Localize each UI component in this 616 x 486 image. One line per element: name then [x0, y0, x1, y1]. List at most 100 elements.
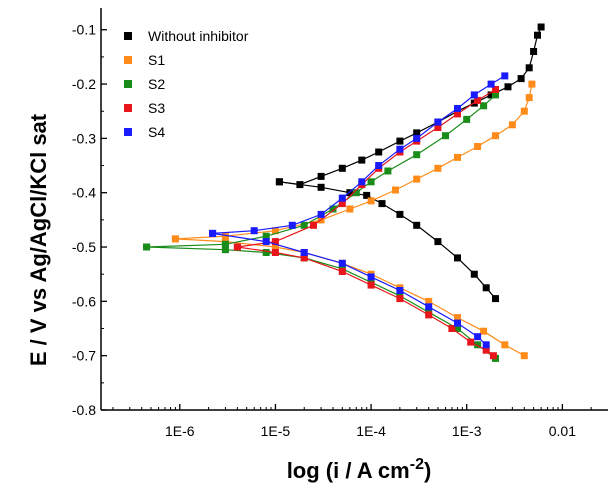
data-point	[530, 48, 538, 55]
data-point	[209, 229, 217, 237]
y-tick-label: -0.1	[72, 22, 96, 38]
series-line-cathodic	[175, 238, 525, 357]
data-point	[425, 297, 433, 305]
data-point	[396, 295, 404, 303]
data-point	[271, 249, 279, 256]
data-point	[375, 162, 383, 169]
y-tick-label: -0.5	[72, 239, 96, 255]
data-point	[233, 243, 241, 251]
legend-label: S4	[148, 124, 165, 140]
data-point	[375, 148, 383, 156]
data-point	[448, 325, 456, 332]
y-axis-title: E / V vs Ag/AgCl/KCl sat	[26, 113, 51, 366]
data-point	[517, 75, 525, 83]
data-point	[275, 178, 283, 186]
data-point	[454, 319, 461, 327]
data-point	[338, 200, 346, 208]
data-point	[392, 186, 399, 194]
data-point	[338, 259, 346, 267]
data-point	[454, 153, 461, 161]
series-line-anodic	[175, 83, 533, 240]
data-point	[508, 121, 516, 129]
data-point	[434, 124, 442, 131]
data-point	[501, 72, 509, 80]
data-point	[363, 191, 371, 199]
data-point	[482, 346, 490, 354]
legend-swatch	[124, 56, 132, 64]
data-point	[396, 145, 404, 153]
data-point	[338, 164, 346, 172]
legend-label: S1	[148, 52, 165, 68]
x-axis-title-exponent: -2	[410, 456, 424, 473]
x-axis-title: log (i / A cm-2)	[287, 456, 432, 483]
data-point	[480, 102, 488, 110]
legend-swatch	[124, 80, 132, 88]
data-point	[329, 205, 337, 213]
data-point	[463, 115, 471, 123]
data-point	[413, 151, 421, 159]
data-point	[525, 94, 533, 102]
data-point	[346, 189, 354, 197]
data-point	[338, 268, 346, 275]
data-point	[474, 341, 482, 349]
legend-item-0: Without inhibitor	[124, 28, 249, 44]
data-point	[442, 132, 449, 140]
data-point	[338, 194, 346, 202]
axes-layer: -0.8 -0.7 -0.6 -0.5 -0.4 -0.3 -0.2 -0.1 1E-6 1E-5…	[72, 8, 608, 439]
y-tick-label: -0.2	[72, 76, 96, 92]
data-point	[454, 325, 461, 332]
data-point	[300, 254, 308, 262]
data-point	[474, 143, 482, 150]
data-point	[367, 273, 375, 281]
data-point	[271, 227, 279, 235]
data-point	[434, 118, 442, 126]
data-point	[470, 270, 478, 278]
y-tick-label: -0.8	[72, 402, 96, 418]
x-tick-label: 1E-3	[452, 423, 482, 439]
x-axis-title-main: log (i / A cm	[287, 458, 410, 483]
legend-swatch	[124, 128, 132, 136]
legend: Without inhibitor S1 S2 S3 S4	[124, 28, 249, 140]
data-point	[310, 221, 317, 229]
legend-item-3: S3	[124, 100, 165, 116]
data-point	[346, 205, 354, 213]
data-point	[358, 156, 366, 164]
data-point	[396, 210, 404, 218]
x-tick-label: 1E-4	[356, 423, 386, 439]
data-point	[300, 221, 308, 229]
data-point	[489, 352, 497, 360]
data-point	[317, 172, 325, 180]
data-point	[288, 221, 296, 229]
data-point	[492, 132, 499, 140]
data-point	[413, 175, 421, 183]
data-point	[358, 178, 366, 186]
data-point	[480, 327, 488, 335]
data-point	[474, 96, 482, 104]
data-point	[501, 341, 509, 349]
series-3	[233, 86, 499, 360]
data-point	[221, 240, 229, 248]
data-point	[367, 197, 375, 205]
x-tick-label: 1E-5	[261, 423, 291, 439]
data-point	[425, 311, 433, 319]
series-layer	[143, 23, 545, 362]
data-point	[434, 164, 442, 172]
data-point	[317, 210, 325, 218]
data-point	[413, 134, 421, 142]
x-tick-label: 1E-6	[165, 423, 195, 439]
data-point	[537, 23, 545, 31]
data-point	[525, 64, 533, 72]
y-tick-label: -0.3	[72, 130, 96, 146]
data-point	[367, 281, 375, 289]
data-point	[487, 80, 495, 88]
data-point	[300, 249, 308, 256]
data-point	[271, 238, 279, 246]
data-point	[454, 110, 461, 118]
data-point	[482, 284, 490, 292]
legend-label: S3	[148, 100, 165, 116]
data-point	[262, 238, 270, 246]
data-point	[520, 352, 528, 360]
data-point	[425, 303, 433, 311]
legend-item-2: S2	[124, 76, 165, 92]
